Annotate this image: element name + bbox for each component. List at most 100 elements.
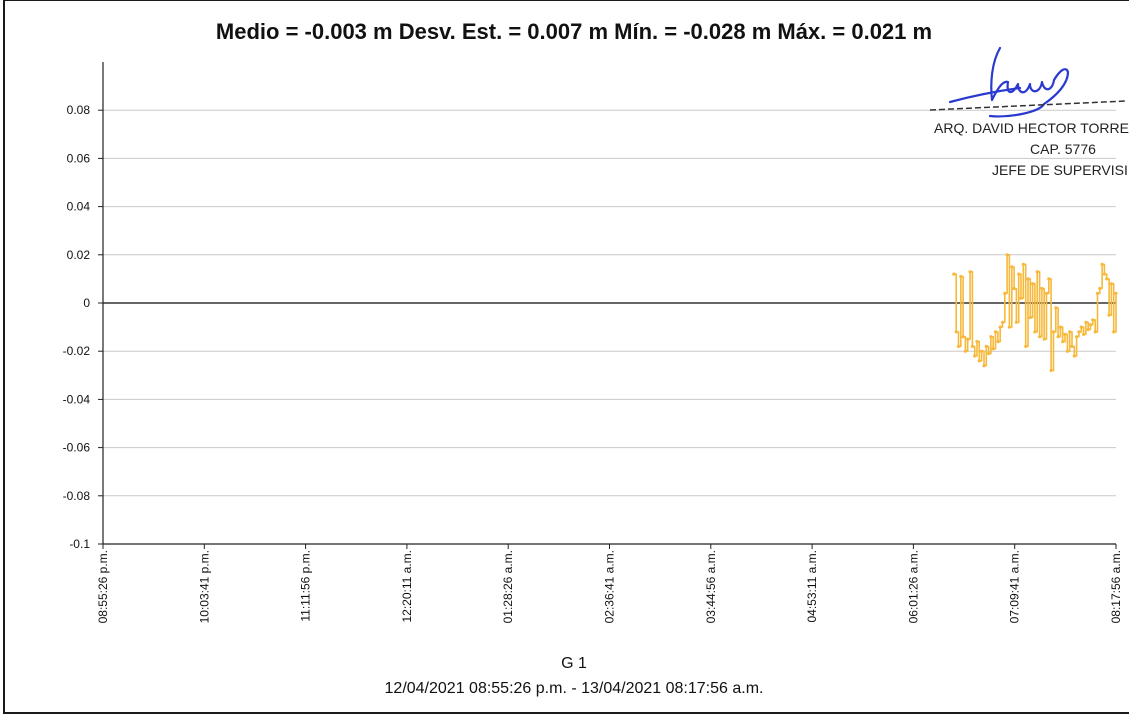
chart-title: Medio = -0.003 m Desv. Est. = 0.007 m Mí… [216, 19, 932, 44]
x-axis-label: G 1 [561, 655, 587, 672]
data-point [1093, 330, 1097, 334]
data-point [1091, 318, 1095, 322]
data-point [1010, 265, 1014, 269]
x-tick-labels: 08:55:26 p.m. 10:03:41 p.m. 11:11:56 p.m. 1… [96, 550, 1123, 623]
data-point [1114, 291, 1118, 295]
y-tick-label: -0.08 [63, 489, 91, 503]
data-point [1038, 335, 1042, 339]
data-point [998, 325, 1002, 329]
data-point [1019, 296, 1023, 300]
x-tick-label: 06:01:26 a.m. [906, 550, 920, 623]
y-tick-label: -0.1 [69, 537, 90, 551]
data-point [1047, 277, 1051, 281]
data-point [968, 270, 972, 274]
y-tick-labels: 0.08 0.06 0.04 0.02 0 -0.02 -0.04 -0.06 -0.08 -0.… [63, 103, 91, 551]
data-point [1007, 325, 1012, 329]
data-point [954, 330, 958, 334]
data-point [1088, 323, 1093, 327]
x-tick-label: 02:36:41 a.m. [603, 550, 617, 623]
data-point [1024, 344, 1028, 348]
x-tick-label: 03:44:56 a.m. [704, 550, 718, 623]
data-point [973, 354, 977, 358]
data-point [987, 352, 991, 356]
data-point [1051, 330, 1056, 334]
data-point [1012, 286, 1016, 291]
data-point [1014, 320, 1019, 324]
data-point [993, 330, 998, 334]
x-tick-label: 11:11:56 p.m. [299, 550, 313, 622]
data-point [1021, 262, 1025, 266]
signature-scribble [948, 46, 1070, 118]
data-point [1098, 286, 1102, 291]
stamp-cap: CAP. 5776 [1030, 141, 1096, 157]
stamp-name: ARQ. DAVID HECTOR TORRE [934, 120, 1129, 136]
data-point [996, 340, 1000, 344]
data-point [1049, 368, 1053, 373]
x-axis-date-range: 12/04/2021 08:55:26 p.m. - 13/04/2021 08… [385, 680, 764, 697]
data-point [991, 347, 995, 351]
series-line [953, 254, 1117, 372]
data-point [1068, 330, 1072, 334]
data-point [963, 349, 968, 353]
data-point [1017, 272, 1021, 276]
data-point [1065, 349, 1069, 353]
data-point [956, 344, 961, 348]
data-point [984, 344, 988, 348]
y-tick-label: -0.04 [63, 392, 91, 406]
data-point [1084, 320, 1088, 324]
y-tick-label: 0.08 [67, 103, 91, 117]
data-point [982, 364, 986, 368]
series-layer [952, 253, 1118, 373]
data-point [1054, 306, 1058, 310]
data-point [1042, 337, 1046, 341]
data-point [1033, 330, 1037, 334]
data-point [1095, 291, 1100, 295]
x-tick-label: 04:53:11 a.m. [805, 550, 819, 623]
axis-layer [98, 62, 1117, 549]
data-point [1035, 270, 1039, 274]
chart-frame [3, 0, 1129, 714]
x-tick-label: 08:17:56 a.m. [1109, 550, 1123, 623]
data-point [1070, 344, 1074, 348]
data-point [989, 335, 993, 339]
data-point [1056, 335, 1060, 339]
data-point [1003, 291, 1007, 295]
data-point [977, 359, 981, 363]
data-point [961, 335, 965, 339]
data-point [1082, 332, 1086, 336]
data-point [1107, 313, 1111, 317]
data-point [1086, 327, 1090, 332]
data-point [1063, 332, 1067, 336]
y-tick-label: 0 [83, 296, 90, 310]
x-tick-label: 07:09:41 a.m. [1008, 550, 1022, 623]
stamp-role: JEFE DE SUPERVISI [992, 162, 1128, 178]
data-point [1102, 272, 1106, 276]
y-tick-label: -0.06 [63, 441, 91, 455]
data-point [1005, 253, 1009, 257]
x-tick-label: 01:28:26 a.m. [501, 550, 515, 623]
data-point [1040, 286, 1044, 291]
y-tick-label: -0.02 [63, 344, 91, 358]
signature-stamp: ARQ. DAVID HECTOR TORRE CAP. 5776 JEFE D… [929, 46, 1129, 178]
signature-line [929, 100, 1127, 111]
data-point [970, 344, 975, 348]
grid-layer [103, 109, 1116, 497]
data-point [1100, 262, 1104, 266]
data-point [966, 337, 970, 341]
data-point [1058, 325, 1062, 329]
x-tick-label: 12:20:11 a.m. [400, 550, 414, 623]
data-point [1028, 315, 1032, 320]
x-tick-label: 10:03:41 p.m. [197, 550, 211, 623]
y-tick-label: 0.06 [67, 151, 91, 165]
data-point [1044, 291, 1049, 295]
y-tick-label: 0.02 [67, 248, 91, 262]
data-point [1077, 330, 1081, 334]
data-point [1112, 330, 1116, 334]
data-point [952, 272, 956, 276]
data-point [1105, 277, 1109, 281]
x-tick-label: 08:55:26 p.m. [96, 550, 110, 623]
data-point [1000, 320, 1005, 324]
data-point [1075, 335, 1079, 339]
data-point [1072, 354, 1076, 358]
